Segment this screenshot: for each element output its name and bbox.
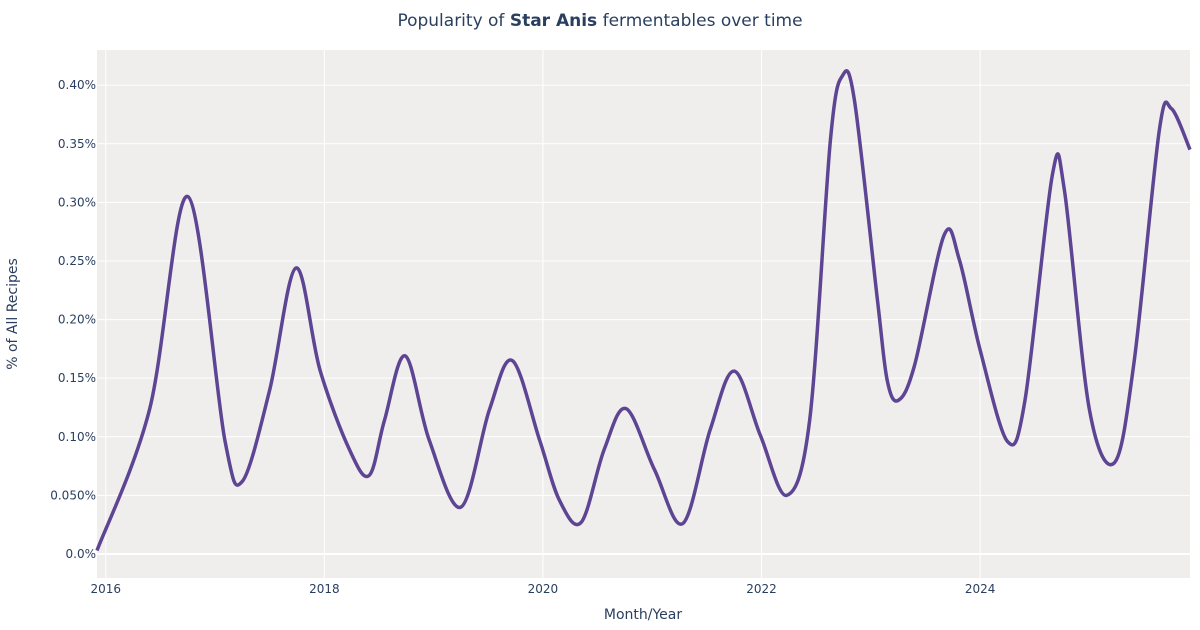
- tick-labels: 2016 2018 2020 2022 2024 0.0% 0.050% 0.10% 0.15%…: [50, 78, 995, 596]
- y-tick-label: 0.40%: [58, 78, 96, 92]
- y-tick-label: 0.20%: [58, 313, 96, 327]
- y-tick-label: 0.10%: [58, 430, 96, 444]
- y-tick-label: 0.0%: [66, 547, 97, 561]
- y-tick-label: 0.050%: [50, 488, 96, 502]
- plot-background: [97, 50, 1190, 578]
- x-tick-label: 2018: [309, 582, 340, 596]
- x-tick-label: 2024: [965, 582, 996, 596]
- x-tick-label: 2022: [746, 582, 777, 596]
- title-bold: Star Anis: [510, 11, 597, 31]
- x-axis-label: Month/Year: [604, 607, 682, 623]
- title-suffix: fermentables over time: [597, 11, 802, 31]
- title-prefix: Popularity of: [397, 11, 509, 31]
- grid: [97, 50, 1190, 578]
- chart-title: Popularity of Star Anis fermentables ove…: [397, 11, 802, 31]
- x-tick-label: 2016: [90, 582, 121, 596]
- y-tick-label: 0.15%: [58, 371, 96, 385]
- y-axis-label: % of All Recipes: [5, 258, 21, 370]
- y-tick-label: 0.30%: [58, 195, 96, 209]
- y-tick-label: 0.25%: [58, 254, 96, 268]
- x-tick-label: 2020: [528, 582, 559, 596]
- y-tick-label: 0.35%: [58, 137, 96, 151]
- series-line: [95, 69, 1192, 552]
